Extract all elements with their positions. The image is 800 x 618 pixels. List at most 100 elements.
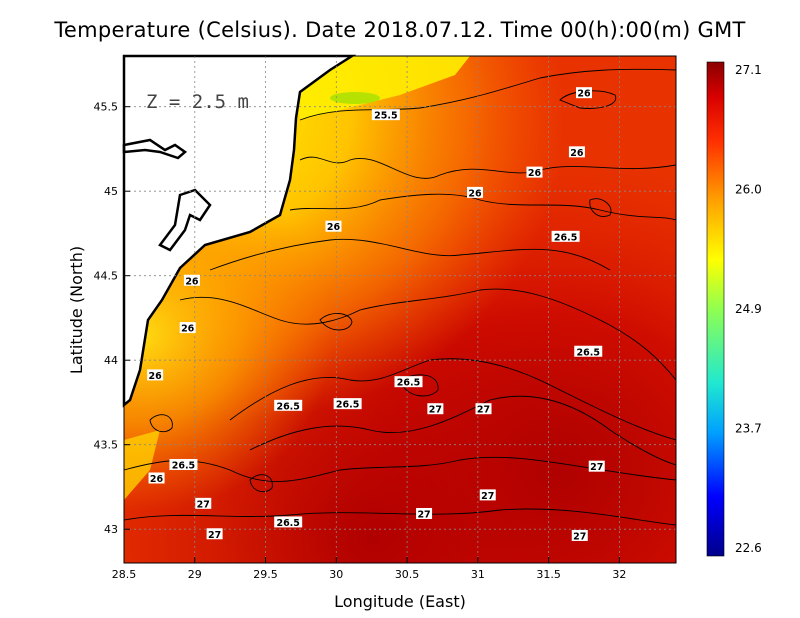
contour-label: 26 (325, 220, 342, 233)
contour-label-text: 26 (327, 222, 341, 233)
contour-lines (124, 68, 676, 526)
contour-label-text: 26 (150, 474, 164, 485)
contour-label-text: 27 (429, 405, 442, 416)
y-axis-ticks: 43 43.5 44 44.5 45 45.5 (94, 101, 130, 536)
x-axis-ticks: 28.5 29 29.5 30 30.5 31 31.5 32 (112, 557, 626, 581)
contour-label-box (274, 516, 303, 528)
contour-label-box (427, 403, 444, 415)
x-tick-label: 30.5 (395, 568, 420, 581)
contour-label-box (568, 146, 585, 158)
temperature-field (124, 56, 676, 563)
contour-label-box (526, 166, 543, 178)
colorbar-label: 26.0 (735, 183, 762, 197)
contour-label: 26.5 (333, 398, 362, 411)
contour-label: 26 (568, 146, 585, 159)
contour-label-box (325, 220, 342, 232)
contour-label-box (571, 529, 588, 541)
map-title: Temperature (Celsius). Date 2018.07.12. … (54, 18, 746, 42)
contour-label-box (479, 489, 496, 501)
contour-label: 26.5 (574, 345, 603, 358)
depth-label: Z = 2.5 m (146, 91, 249, 113)
contour-label-text: 26 (577, 89, 591, 100)
colorbar-label: 22.6 (735, 541, 762, 555)
contour-label-text: 27 (573, 531, 586, 542)
contour-labels: 25.5 26 26 26 26 26 26.5 26 26 26 26.5 26.5 26.5 26.5… (147, 87, 605, 542)
contour-label-box (206, 528, 223, 540)
contour-label-box (274, 399, 303, 411)
contour-label: 27 (475, 403, 492, 416)
contour-label: 27 (479, 489, 496, 502)
contour-label: 26 (147, 369, 164, 382)
contour-label: 26.5 (169, 458, 198, 471)
contour-label-text: 27 (197, 499, 210, 510)
contour-label: 26.5 (274, 399, 303, 412)
contour-label-text: 26.5 (336, 400, 359, 411)
contour-label-box (179, 322, 196, 334)
contour-label-text: 26 (181, 324, 195, 335)
x-tick-label: 28.5 (112, 568, 137, 581)
contour-label-box (467, 186, 484, 198)
contour-label-text: 26.5 (397, 378, 420, 389)
colorbar-labels: 27.1 26.0 24.9 23.7 22.6 (735, 63, 762, 555)
colorbar-label: 23.7 (735, 422, 762, 436)
contour-label-text: 27 (477, 405, 490, 416)
lake-outline-2 (158, 188, 212, 252)
x-tick-label: 30 (329, 568, 343, 581)
contour-label-text: 26.5 (276, 518, 299, 529)
contour-label: 26 (467, 186, 484, 199)
contour-label-text: 26 (468, 188, 482, 199)
contour-label: 25.5 (371, 109, 400, 122)
contour-label: 26 (526, 166, 543, 179)
colorbar (706, 61, 725, 557)
contour-label-box (588, 460, 605, 472)
contour-label-text: 26 (149, 371, 163, 382)
contour-label: 27 (195, 497, 212, 510)
plot-frame (123, 55, 677, 564)
contour-label-box (195, 497, 212, 509)
contour-label-box (475, 403, 492, 415)
y-tick-label: 45 (104, 185, 118, 198)
y-tick-label: 45.5 (94, 101, 119, 114)
contour-label-text: 26.5 (554, 232, 577, 243)
contour-label-text: 27 (417, 509, 430, 520)
contour-label-text: 27 (481, 491, 494, 502)
contour-label-text: 25.5 (374, 111, 397, 122)
y-tick-label: 43 (104, 523, 118, 536)
y-axis-label: Latitude (North) (67, 246, 86, 374)
contour-label-box (169, 458, 198, 470)
contour-label-text: 26 (528, 168, 542, 179)
y-tick-label: 44 (104, 354, 118, 367)
contour-label-text: 26.5 (577, 347, 600, 358)
contour-label: 26 (148, 472, 165, 485)
contour-label-box (148, 472, 165, 484)
contour-label-box (416, 507, 433, 519)
x-tick-label: 29 (188, 568, 202, 581)
contour-label-box (147, 369, 164, 381)
contour-label-text: 26 (185, 276, 199, 287)
x-tick-label: 31.5 (536, 568, 561, 581)
contour-label: 26 (179, 322, 196, 335)
x-tick-label: 29.5 (253, 568, 278, 581)
contour-label: 26.5 (394, 376, 423, 389)
colorbar-label: 27.1 (735, 63, 762, 77)
x-tick-label: 32 (612, 568, 626, 581)
contour-label-box (394, 376, 423, 388)
contour-label: 27 (588, 460, 605, 473)
lake-outline (122, 138, 188, 160)
contour-label-text: 26.5 (276, 401, 299, 412)
contour-label: 26 (183, 274, 200, 287)
contour-label-text: 27 (208, 530, 221, 541)
contour-label: 26.5 (551, 230, 580, 243)
contour-label: 27 (427, 403, 444, 416)
contour-label-text: 26.5 (172, 460, 195, 471)
contour-label-box (371, 109, 400, 121)
contour-label: 27 (206, 528, 223, 541)
contour-label-box (574, 345, 603, 357)
contour-label-box (333, 398, 362, 410)
contour-label-text: 26 (570, 148, 584, 159)
colorbar-label: 24.9 (735, 302, 762, 316)
y-tick-label: 43.5 (94, 439, 119, 452)
land-mass (122, 54, 357, 408)
contour-label: 26.5 (274, 516, 303, 529)
